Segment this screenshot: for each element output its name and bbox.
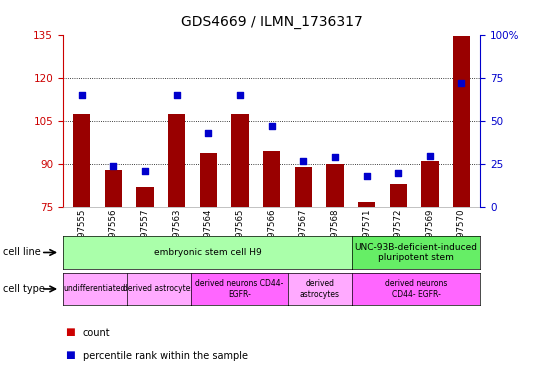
Point bbox=[362, 173, 371, 179]
Point bbox=[330, 154, 339, 161]
Bar bbox=[232, 114, 248, 207]
Point bbox=[268, 123, 276, 129]
Point bbox=[204, 130, 213, 136]
Bar bbox=[168, 114, 186, 207]
Bar bbox=[73, 114, 91, 207]
Text: ■: ■ bbox=[66, 350, 75, 360]
Bar bbox=[421, 161, 438, 207]
Point bbox=[394, 170, 402, 176]
Text: UNC-93B-deficient-induced
pluripotent stem: UNC-93B-deficient-induced pluripotent st… bbox=[355, 243, 478, 262]
Text: GDS4669 / ILMN_1736317: GDS4669 / ILMN_1736317 bbox=[181, 15, 363, 29]
Bar bbox=[105, 170, 122, 207]
Bar bbox=[453, 36, 470, 207]
Point bbox=[109, 163, 118, 169]
Bar bbox=[389, 184, 407, 207]
Text: derived astrocytes: derived astrocytes bbox=[123, 285, 195, 293]
Point bbox=[141, 168, 150, 174]
Text: cell type: cell type bbox=[3, 284, 45, 294]
Bar bbox=[295, 167, 312, 207]
Text: embryonic stem cell H9: embryonic stem cell H9 bbox=[153, 248, 261, 257]
Point bbox=[457, 80, 466, 86]
Point bbox=[236, 92, 245, 98]
Text: derived
astrocytes: derived astrocytes bbox=[300, 279, 340, 299]
Text: count: count bbox=[83, 328, 111, 338]
Text: derived neurons
CD44- EGFR-: derived neurons CD44- EGFR- bbox=[385, 279, 447, 299]
Bar bbox=[326, 164, 343, 207]
Bar bbox=[200, 153, 217, 207]
Text: percentile rank within the sample: percentile rank within the sample bbox=[83, 351, 248, 361]
Text: ■: ■ bbox=[66, 327, 75, 337]
Point bbox=[425, 152, 434, 159]
Text: derived neurons CD44-
EGFR-: derived neurons CD44- EGFR- bbox=[195, 279, 284, 299]
Point bbox=[173, 92, 181, 98]
Bar bbox=[136, 187, 154, 207]
Point bbox=[78, 92, 86, 98]
Text: undifferentiated: undifferentiated bbox=[64, 285, 126, 293]
Bar bbox=[263, 151, 280, 207]
Bar bbox=[358, 202, 375, 207]
Point bbox=[299, 158, 307, 164]
Text: cell line: cell line bbox=[3, 247, 40, 258]
